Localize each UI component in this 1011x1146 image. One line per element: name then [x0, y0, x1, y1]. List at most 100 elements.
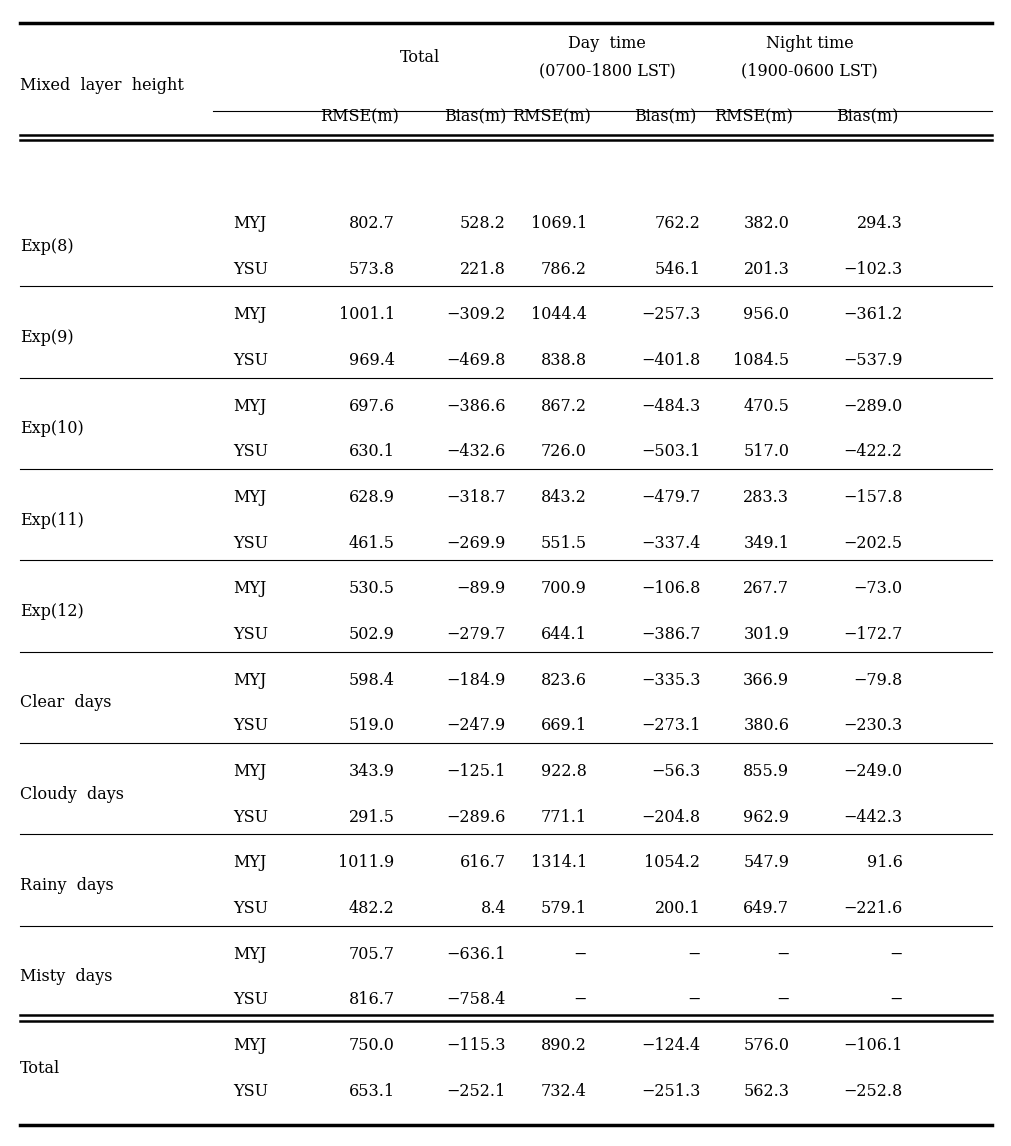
Text: YSU: YSU: [233, 809, 268, 825]
Text: 551.5: 551.5: [540, 534, 586, 551]
Text: 616.7: 616.7: [459, 854, 506, 871]
Text: Day  time: Day time: [568, 36, 645, 52]
Text: −89.9: −89.9: [456, 580, 506, 597]
Text: 221.8: 221.8: [460, 260, 506, 277]
Text: 8.4: 8.4: [480, 900, 506, 917]
Text: Exp(10): Exp(10): [20, 421, 84, 438]
Text: 517.0: 517.0: [743, 444, 789, 461]
Text: 461.5: 461.5: [349, 534, 394, 551]
Text: 349.1: 349.1: [743, 534, 789, 551]
Text: −: −: [573, 945, 586, 963]
Text: 1011.9: 1011.9: [338, 854, 394, 871]
Text: −: −: [775, 945, 789, 963]
Text: −73.0: −73.0: [852, 580, 902, 597]
Text: 91.6: 91.6: [866, 854, 902, 871]
Text: 201.3: 201.3: [743, 260, 789, 277]
Text: −469.8: −469.8: [446, 352, 506, 369]
Text: (0700-1800 LST): (0700-1800 LST): [538, 63, 675, 79]
Text: −273.1: −273.1: [640, 717, 700, 735]
Text: 1044.4: 1044.4: [531, 306, 586, 323]
Text: −: −: [889, 945, 902, 963]
Text: −79.8: −79.8: [852, 672, 902, 689]
Text: Misty  days: Misty days: [20, 968, 112, 986]
Text: YSU: YSU: [233, 444, 268, 461]
Text: −204.8: −204.8: [641, 809, 700, 825]
Text: YSU: YSU: [233, 1083, 268, 1099]
Text: Exp(11): Exp(11): [20, 512, 84, 528]
Text: 546.1: 546.1: [654, 260, 700, 277]
Text: 922.8: 922.8: [541, 763, 586, 780]
Text: 750.0: 750.0: [349, 1037, 394, 1054]
Text: 1069.1: 1069.1: [530, 215, 586, 231]
Text: −184.9: −184.9: [446, 672, 506, 689]
Text: −361.2: −361.2: [842, 306, 902, 323]
Text: 519.0: 519.0: [349, 717, 394, 735]
Text: 823.6: 823.6: [541, 672, 586, 689]
Text: 867.2: 867.2: [541, 398, 586, 415]
Text: 366.9: 366.9: [742, 672, 789, 689]
Text: 1084.5: 1084.5: [733, 352, 789, 369]
Text: −636.1: −636.1: [446, 945, 506, 963]
Text: 528.2: 528.2: [460, 215, 506, 231]
Text: Total: Total: [20, 1060, 61, 1077]
Text: MYJ: MYJ: [233, 672, 266, 689]
Text: 562.3: 562.3: [743, 1083, 789, 1099]
Text: 343.9: 343.9: [349, 763, 394, 780]
Text: MYJ: MYJ: [233, 215, 266, 231]
Text: 294.3: 294.3: [856, 215, 902, 231]
Text: 838.8: 838.8: [540, 352, 586, 369]
Text: Exp(12): Exp(12): [20, 603, 84, 620]
Text: YSU: YSU: [233, 900, 268, 917]
Text: (1900-0600 LST): (1900-0600 LST): [740, 63, 878, 79]
Text: 547.9: 547.9: [743, 854, 789, 871]
Text: 1054.2: 1054.2: [644, 854, 700, 871]
Text: 732.4: 732.4: [541, 1083, 586, 1099]
Text: 200.1: 200.1: [654, 900, 700, 917]
Text: 726.0: 726.0: [541, 444, 586, 461]
Text: Rainy  days: Rainy days: [20, 877, 114, 894]
Text: Clear  days: Clear days: [20, 694, 111, 712]
Text: 598.4: 598.4: [349, 672, 394, 689]
Text: −279.7: −279.7: [446, 626, 506, 643]
Text: 816.7: 816.7: [348, 991, 394, 1008]
Text: Bias(m): Bias(m): [835, 109, 898, 125]
Text: −172.7: −172.7: [842, 626, 902, 643]
Text: −125.1: −125.1: [446, 763, 506, 780]
Text: −335.3: −335.3: [640, 672, 700, 689]
Text: −479.7: −479.7: [640, 489, 700, 505]
Text: 470.5: 470.5: [743, 398, 789, 415]
Text: −221.6: −221.6: [842, 900, 902, 917]
Text: −503.1: −503.1: [640, 444, 700, 461]
Text: −157.8: −157.8: [842, 489, 902, 505]
Text: RMSE(m): RMSE(m): [714, 109, 793, 125]
Text: 649.7: 649.7: [743, 900, 789, 917]
Text: −386.7: −386.7: [640, 626, 700, 643]
Text: 382.0: 382.0: [743, 215, 789, 231]
Text: −432.6: −432.6: [446, 444, 506, 461]
Text: −257.3: −257.3: [640, 306, 700, 323]
Text: Bias(m): Bias(m): [444, 109, 507, 125]
Text: −309.2: −309.2: [446, 306, 506, 323]
Text: −337.4: −337.4: [640, 534, 700, 551]
Text: 762.2: 762.2: [654, 215, 700, 231]
Text: −230.3: −230.3: [842, 717, 902, 735]
Text: −318.7: −318.7: [446, 489, 506, 505]
Text: 697.6: 697.6: [348, 398, 394, 415]
Text: Exp(8): Exp(8): [20, 237, 74, 254]
Text: −484.3: −484.3: [640, 398, 700, 415]
Text: MYJ: MYJ: [233, 398, 266, 415]
Text: −422.2: −422.2: [843, 444, 902, 461]
Text: YSU: YSU: [233, 260, 268, 277]
Text: Night time: Night time: [765, 36, 852, 52]
Text: 644.1: 644.1: [541, 626, 586, 643]
Text: YSU: YSU: [233, 626, 268, 643]
Text: YSU: YSU: [233, 534, 268, 551]
Text: −115.3: −115.3: [446, 1037, 506, 1054]
Text: RMSE(m): RMSE(m): [319, 109, 398, 125]
Text: 267.7: 267.7: [743, 580, 789, 597]
Text: 969.4: 969.4: [349, 352, 394, 369]
Text: −: −: [686, 991, 700, 1008]
Text: 653.1: 653.1: [348, 1083, 394, 1099]
Text: 700.9: 700.9: [541, 580, 586, 597]
Text: 628.9: 628.9: [349, 489, 394, 505]
